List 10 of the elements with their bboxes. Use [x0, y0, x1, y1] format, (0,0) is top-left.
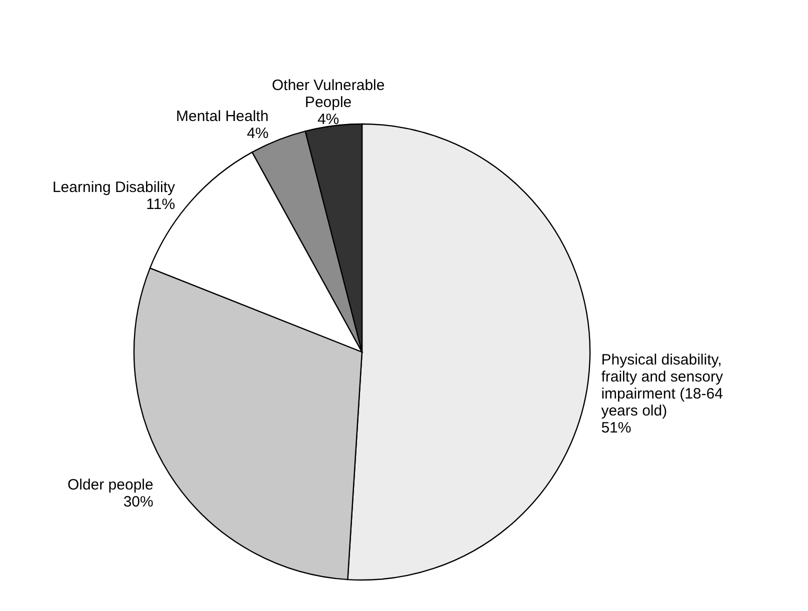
slice-label: Older people [67, 476, 154, 494]
slice-label: Learning Disability [52, 179, 176, 196]
data-label: 4% [246, 125, 269, 142]
slice-label: Physical disability, frailty and sensory impairment (18-64 years old) [601, 352, 724, 420]
data-label: 4% [317, 111, 340, 128]
data-label: 51% [601, 420, 632, 437]
data-label: 30% [123, 493, 154, 510]
slice-label: Mental Health [176, 108, 269, 126]
slice-label: Other Vulnerable People [272, 77, 385, 112]
data-label: 11% [146, 196, 176, 214]
